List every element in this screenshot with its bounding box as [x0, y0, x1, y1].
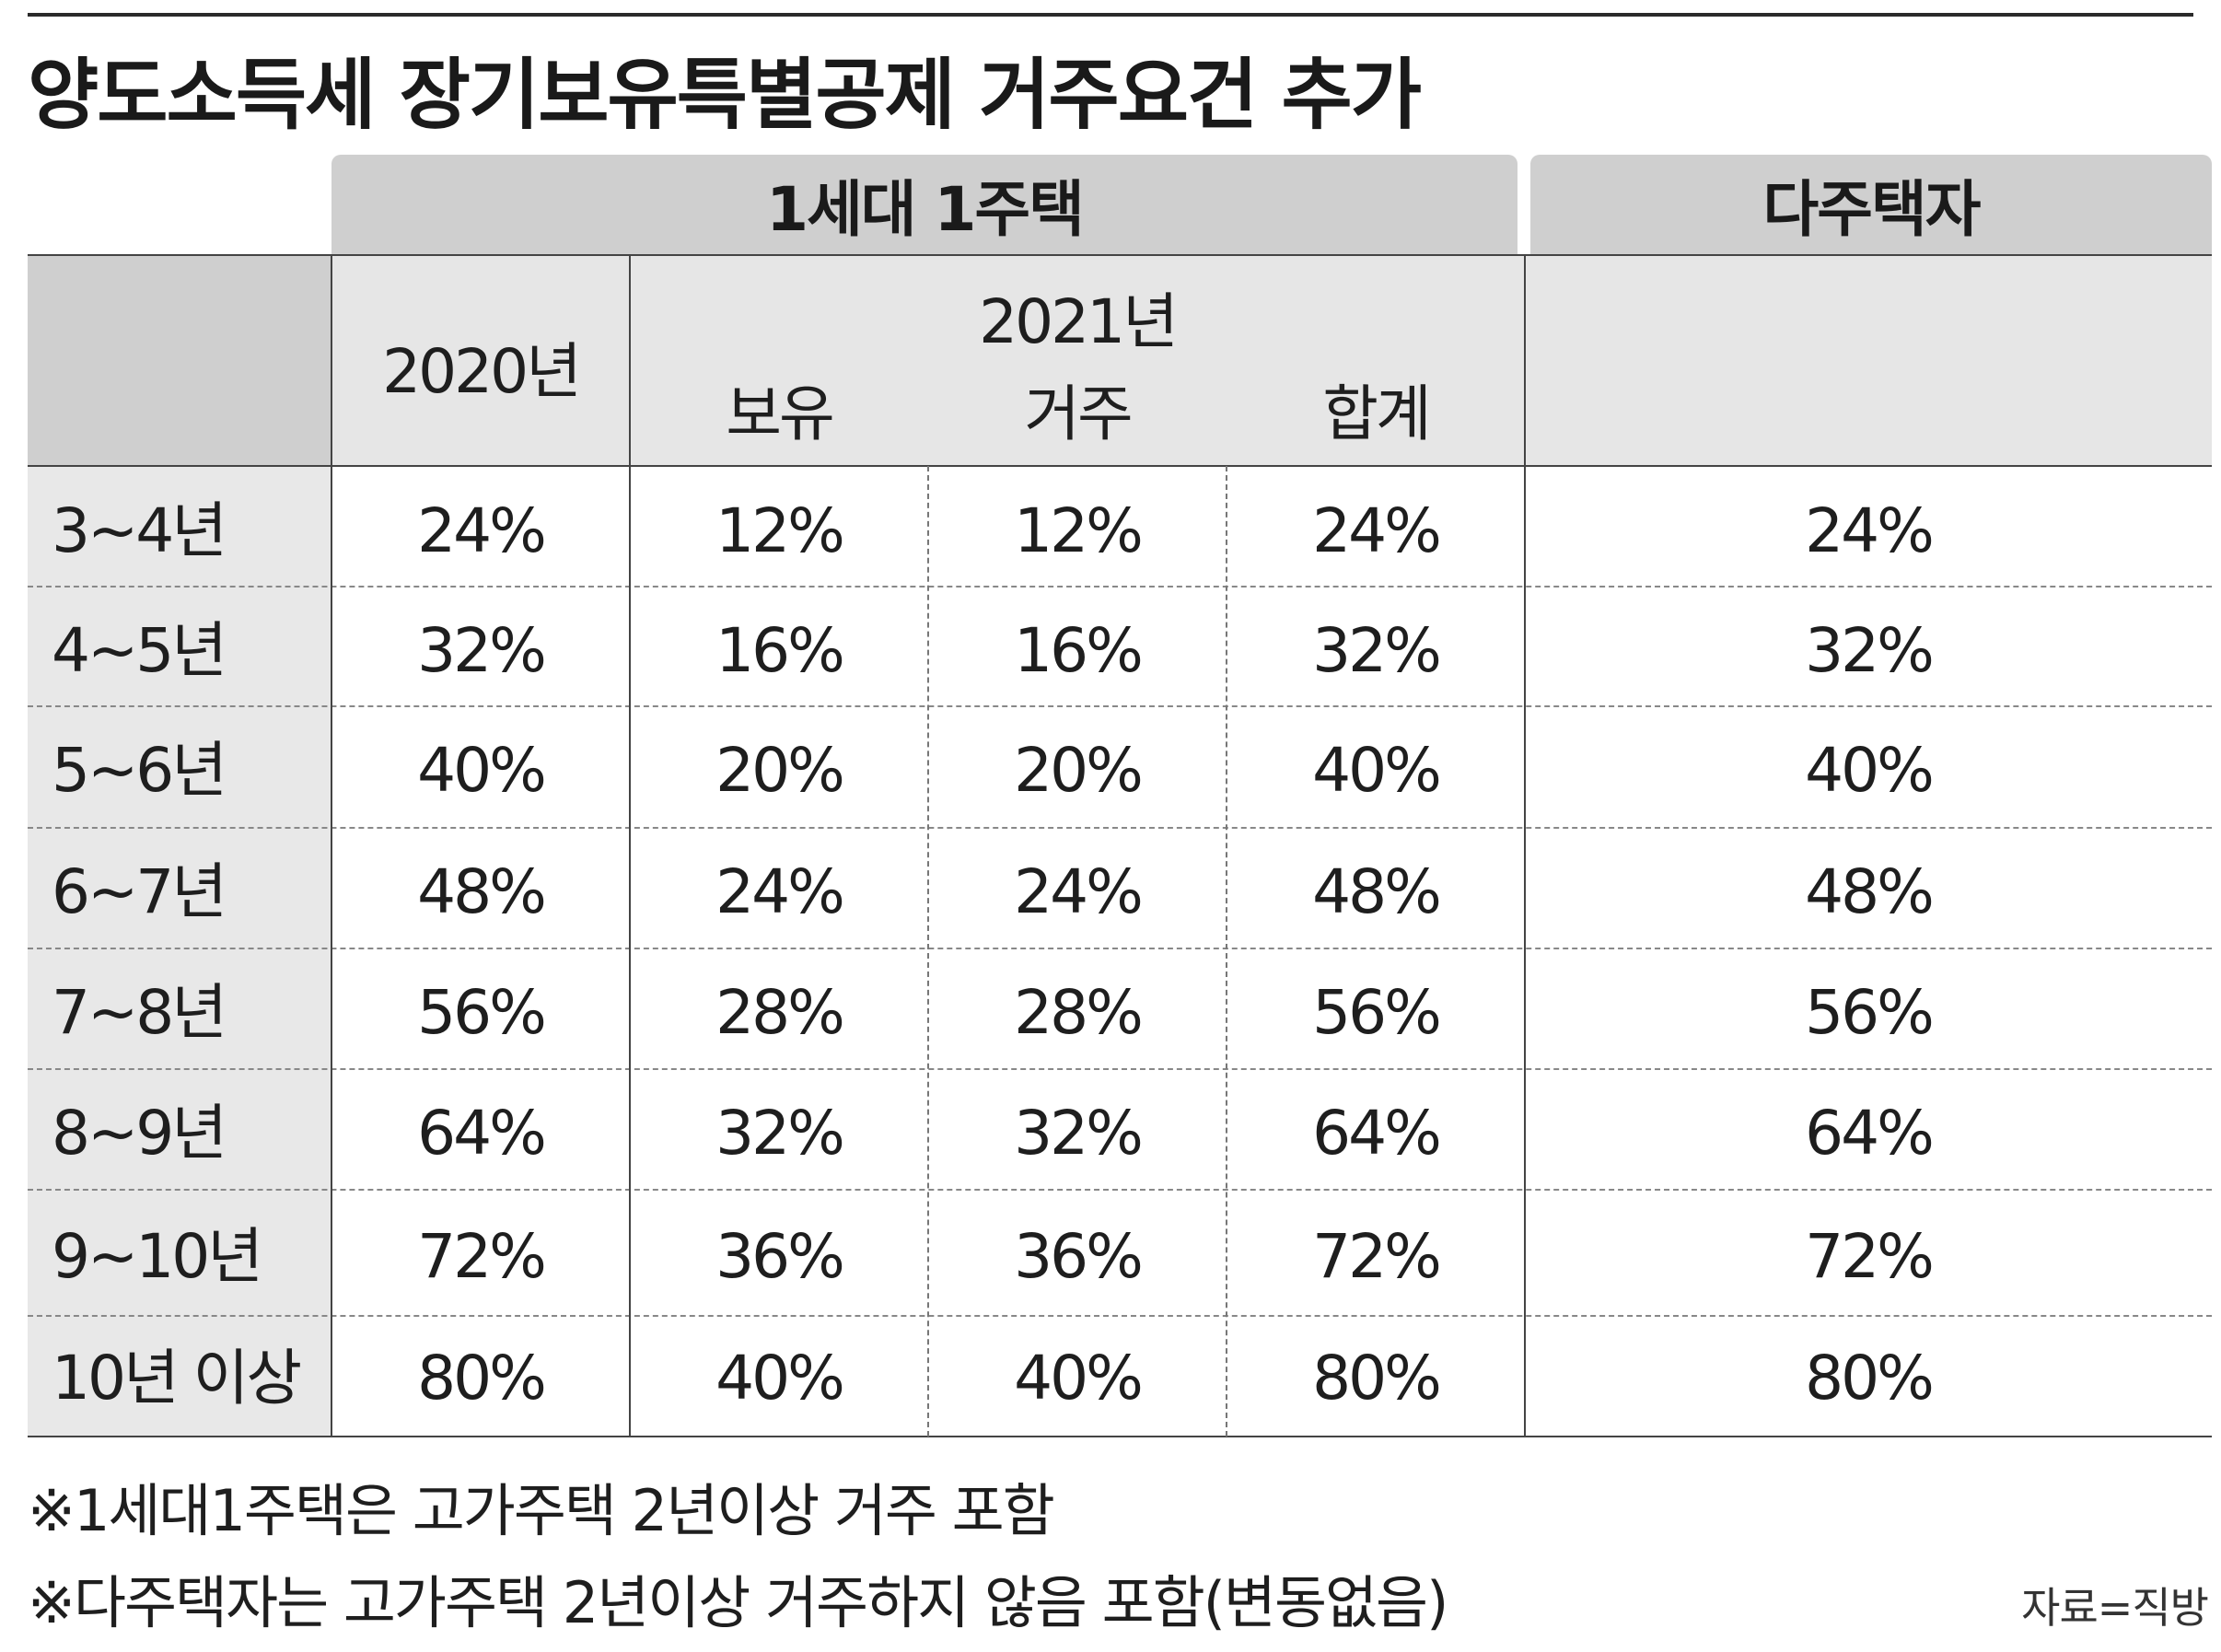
cell-total: 64%	[1312, 1098, 1442, 1169]
column-divider-dashed	[1226, 466, 1227, 1437]
cell-total: 24%	[1312, 495, 1442, 566]
header-top-line	[28, 254, 2212, 256]
cell-total: 80%	[1312, 1343, 1442, 1414]
row-label-column	[28, 466, 331, 1437]
cell-total: 72%	[1312, 1221, 1442, 1292]
cell-reside: 28%	[1014, 977, 1144, 1048]
row-label: 3~4년	[52, 495, 227, 566]
cell-multi: 24%	[1805, 495, 1935, 566]
column-header-corner	[28, 254, 331, 466]
top-rule	[28, 13, 2193, 17]
source-credit: 자료=직방	[2021, 1583, 2209, 1633]
cell-multi: 80%	[1805, 1343, 1935, 1414]
row-separator	[28, 1068, 2212, 1070]
footnote: ※1세대1주택은 고가주택 2년이상 거주 포함	[28, 1477, 1055, 1544]
cell-2020: 48%	[417, 856, 547, 927]
cell-hold: 36%	[715, 1221, 845, 1292]
page-title: 양도소득세 장기보유특별공제 거주요건 추가	[28, 50, 1422, 140]
row-label: 8~9년	[52, 1098, 227, 1169]
cell-reside: 36%	[1014, 1221, 1144, 1292]
footnote: ※다주택자는 고가주택 2년이상 거주하지 않음 포함(변동없음)	[28, 1569, 1448, 1636]
header-bottom-line	[28, 465, 2212, 467]
group-header-single-home: 1세대 1주택	[331, 155, 1517, 254]
cell-multi: 56%	[1805, 977, 1935, 1048]
column-header-hold: 보유	[726, 378, 834, 449]
column-divider	[629, 254, 631, 1437]
column-divider-dashed	[927, 466, 929, 1437]
cell-hold: 20%	[715, 735, 845, 806]
cell-reside: 40%	[1014, 1343, 1144, 1414]
table-bottom-line	[28, 1436, 2212, 1437]
group-header-multi-home: 다주택자	[1530, 155, 2212, 254]
column-header-total: 합계	[1322, 378, 1431, 449]
row-label: 5~6년	[52, 735, 227, 806]
cell-hold: 16%	[715, 615, 845, 686]
cell-reside: 32%	[1014, 1098, 1144, 1169]
row-separator	[28, 1189, 2212, 1191]
cell-2020: 80%	[417, 1343, 547, 1414]
column-header-band	[28, 254, 2212, 466]
row-label: 9~10년	[52, 1221, 263, 1292]
cell-hold: 40%	[715, 1343, 845, 1414]
cell-multi: 40%	[1805, 735, 1935, 806]
column-divider	[331, 254, 332, 1437]
cell-2020: 56%	[417, 977, 547, 1048]
cell-2020: 24%	[417, 495, 547, 566]
cell-2020: 72%	[417, 1221, 547, 1292]
cell-total: 56%	[1312, 977, 1442, 1048]
cell-multi: 64%	[1805, 1098, 1935, 1169]
cell-reside: 16%	[1014, 615, 1144, 686]
cell-reside: 24%	[1014, 856, 1144, 927]
cell-hold: 24%	[715, 856, 845, 927]
column-header-reside: 거주	[1024, 378, 1133, 449]
cell-2020: 64%	[417, 1098, 547, 1169]
column-divider	[1524, 254, 1526, 1437]
cell-multi: 32%	[1805, 615, 1935, 686]
cell-hold: 32%	[715, 1098, 845, 1169]
cell-reside: 12%	[1014, 495, 1144, 566]
row-label: 6~7년	[52, 856, 227, 927]
row-label: 10년 이상	[52, 1343, 302, 1414]
column-header-2020: 2020년	[382, 336, 582, 407]
cell-hold: 28%	[715, 977, 845, 1048]
row-separator	[28, 586, 2212, 588]
row-separator	[28, 1315, 2212, 1317]
cell-hold: 12%	[715, 495, 845, 566]
cell-2020: 32%	[417, 615, 547, 686]
cell-total: 32%	[1312, 615, 1442, 686]
column-header-2021: 2021년	[979, 286, 1179, 357]
cell-total: 48%	[1312, 856, 1442, 927]
row-separator	[28, 827, 2212, 829]
row-separator	[28, 948, 2212, 949]
cell-reside: 20%	[1014, 735, 1144, 806]
row-label: 4~5년	[52, 615, 227, 686]
cell-multi: 72%	[1805, 1221, 1935, 1292]
row-label: 7~8년	[52, 977, 227, 1048]
cell-total: 40%	[1312, 735, 1442, 806]
row-separator	[28, 705, 2212, 707]
cell-2020: 40%	[417, 735, 547, 806]
cell-multi: 48%	[1805, 856, 1935, 927]
